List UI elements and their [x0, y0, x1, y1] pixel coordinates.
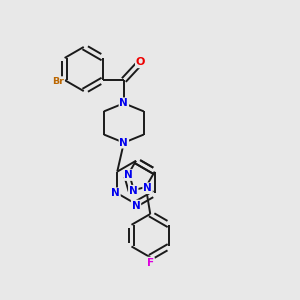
Text: N: N [124, 170, 133, 180]
Text: Br: Br [52, 77, 64, 86]
Text: N: N [119, 98, 128, 108]
Text: N: N [132, 200, 140, 211]
Text: O: O [136, 57, 145, 67]
Text: F: F [147, 258, 154, 268]
Text: N: N [111, 188, 120, 198]
Text: N: N [129, 186, 138, 196]
Text: N: N [119, 138, 128, 148]
Text: N: N [143, 183, 152, 193]
